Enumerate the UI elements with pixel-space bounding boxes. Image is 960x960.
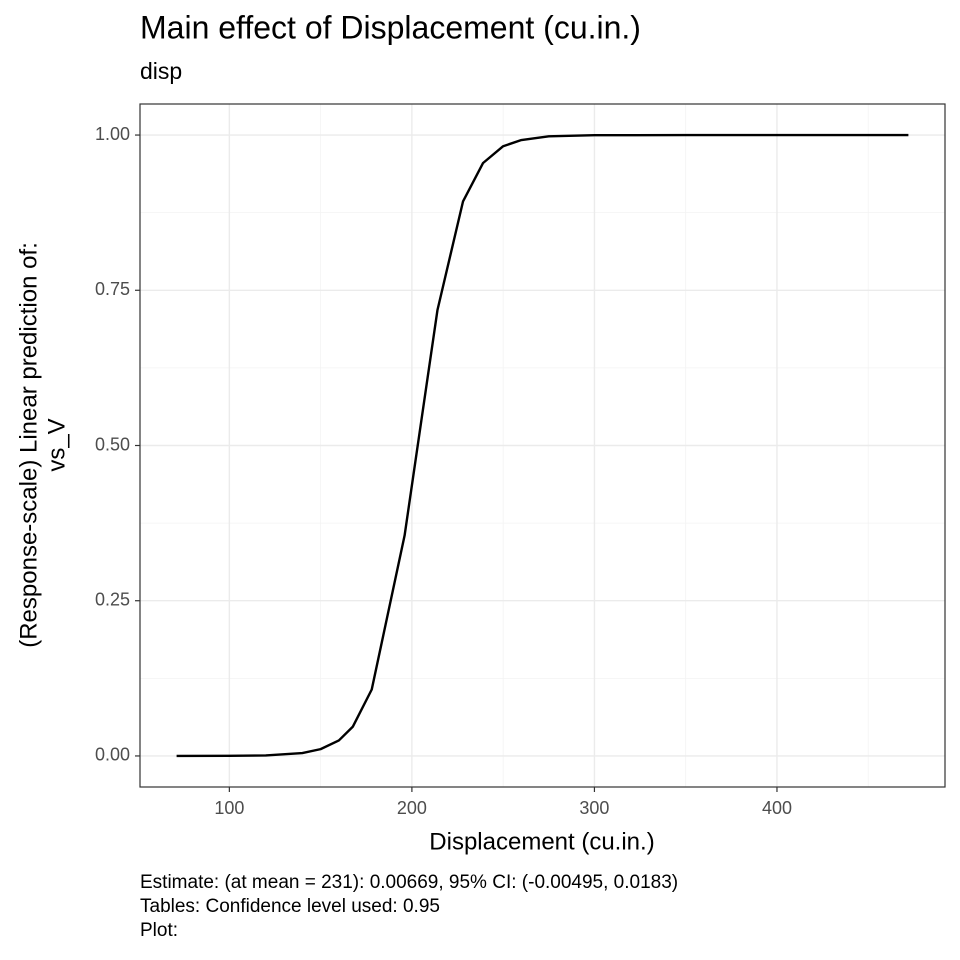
caption-line: Plot:	[140, 920, 178, 941]
x-tick-label: 200	[397, 798, 427, 818]
y-tick-label: 1.00	[95, 124, 130, 144]
panel-border	[139, 103, 946, 788]
y-tick-label: 0.00	[95, 745, 130, 765]
y-axis-label-line: vs_V	[43, 418, 70, 471]
x-tick-label: 100	[214, 798, 244, 818]
x-tick-label: 400	[762, 798, 792, 818]
chart-title: Main effect of Displacement (cu.in.)	[140, 9, 641, 45]
y-axis-label: (Response-scale) Linear prediction of: v…	[15, 242, 70, 648]
x-tick-label: 300	[579, 798, 609, 818]
line	[176, 133, 909, 758]
y-tick-label: 0.75	[95, 279, 130, 299]
y-tick-label: 0.25	[95, 589, 130, 609]
x-axis-label: Displacement (cu.in.)	[429, 828, 654, 855]
y-axis-label-line: (Response-scale) Linear prediction of:	[15, 242, 42, 648]
chart-subtitle: disp	[140, 58, 182, 84]
y-tick-label: 0.50	[95, 434, 130, 454]
caption-line: Tables: Confidence level used: 0.95	[140, 896, 440, 917]
caption-line: Estimate: (at mean = 231): 0.00669, 95% …	[140, 872, 678, 893]
